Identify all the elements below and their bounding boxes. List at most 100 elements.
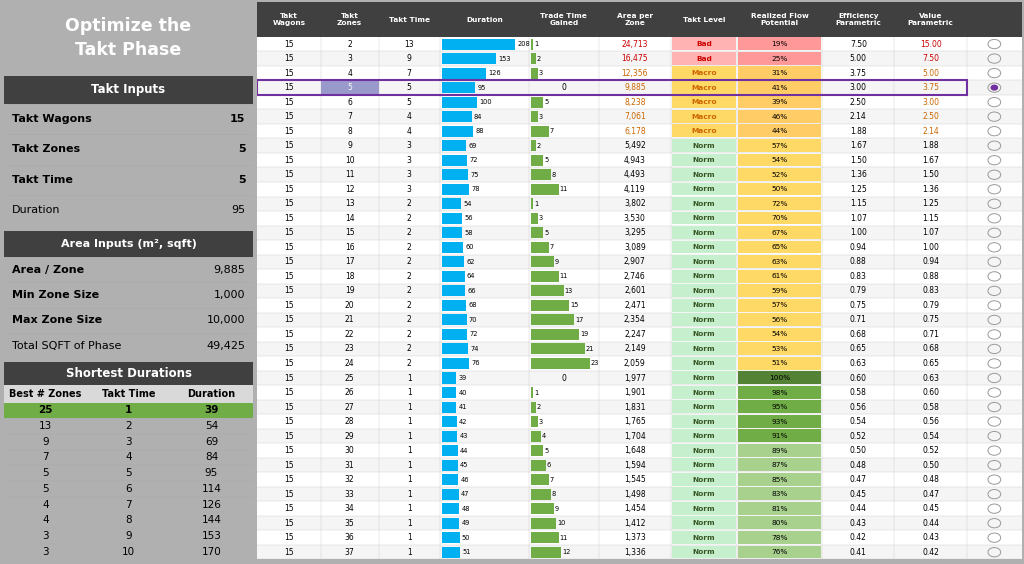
Text: 7: 7: [549, 477, 554, 483]
Text: 0.56: 0.56: [850, 403, 867, 412]
Text: 8: 8: [347, 127, 352, 136]
Text: 1: 1: [407, 403, 412, 412]
Text: Takt
Wagons: Takt Wagons: [272, 13, 305, 26]
Bar: [257, 95, 1022, 109]
Bar: [672, 284, 736, 297]
Text: 36: 36: [345, 533, 354, 542]
Text: 0.83: 0.83: [850, 272, 866, 281]
Bar: [257, 80, 1022, 95]
Text: 48: 48: [461, 506, 470, 512]
Bar: [530, 488, 551, 500]
Text: 24: 24: [345, 359, 354, 368]
Text: 2,746: 2,746: [624, 272, 646, 281]
Bar: [257, 516, 1022, 531]
Bar: [738, 255, 821, 268]
Text: 0.71: 0.71: [850, 315, 866, 324]
Text: 5: 5: [407, 98, 412, 107]
Bar: [672, 52, 736, 65]
Text: 0.65: 0.65: [850, 345, 867, 354]
Text: 15: 15: [284, 548, 294, 557]
Text: 11: 11: [560, 186, 568, 192]
Text: 5: 5: [407, 83, 412, 92]
Text: Norm: Norm: [693, 171, 716, 178]
Text: 2: 2: [407, 257, 412, 266]
Text: 28: 28: [345, 417, 354, 426]
Circle shape: [991, 85, 997, 90]
Text: 1,901: 1,901: [624, 388, 645, 397]
Text: 15: 15: [284, 359, 294, 368]
Bar: [530, 126, 549, 136]
Text: 8: 8: [552, 491, 556, 497]
Text: 15: 15: [284, 475, 294, 484]
Text: 1.00: 1.00: [850, 228, 866, 237]
Text: 5: 5: [544, 157, 549, 163]
Text: 5: 5: [544, 99, 549, 105]
Bar: [672, 81, 736, 94]
Text: 1,765: 1,765: [624, 417, 646, 426]
Bar: [530, 285, 564, 297]
Bar: [672, 255, 736, 268]
Text: 7: 7: [549, 244, 554, 250]
Bar: [442, 372, 456, 384]
Text: Duration: Duration: [11, 205, 60, 215]
Bar: [530, 184, 559, 195]
Text: 66: 66: [468, 288, 476, 294]
Text: Min Zone Size: Min Zone Size: [11, 290, 98, 300]
Text: 41%: 41%: [771, 85, 787, 91]
Text: 1.88: 1.88: [923, 141, 939, 150]
Text: 1.88: 1.88: [850, 127, 866, 136]
Text: Norm: Norm: [693, 375, 716, 381]
Text: 0.45: 0.45: [850, 490, 867, 499]
Text: Takt Time: Takt Time: [11, 175, 73, 185]
Text: 0.68: 0.68: [923, 345, 939, 354]
Text: 59%: 59%: [771, 288, 787, 294]
Text: 4: 4: [542, 433, 546, 439]
Bar: [257, 342, 1022, 356]
Text: 54%: 54%: [772, 332, 787, 337]
Text: 9: 9: [125, 531, 132, 541]
Bar: [530, 256, 554, 267]
Bar: [738, 444, 821, 457]
Text: 1: 1: [125, 406, 132, 416]
Bar: [442, 111, 472, 122]
Bar: [442, 503, 459, 514]
Text: 15: 15: [284, 272, 294, 281]
Text: 1.15: 1.15: [923, 214, 939, 223]
Bar: [672, 212, 736, 224]
Text: Duration: Duration: [187, 389, 236, 399]
Text: 0.52: 0.52: [850, 431, 866, 440]
Text: 2: 2: [407, 228, 412, 237]
Text: 49,425: 49,425: [207, 341, 246, 351]
Text: 2: 2: [407, 243, 412, 252]
Text: 15: 15: [284, 141, 294, 150]
Text: 23: 23: [345, 345, 354, 354]
Bar: [442, 271, 465, 282]
Text: 15: 15: [284, 185, 294, 194]
Bar: [257, 356, 1022, 371]
Text: Best # Zones: Best # Zones: [9, 389, 82, 399]
Text: 15: 15: [284, 446, 294, 455]
Text: 3: 3: [407, 141, 412, 150]
Bar: [4, 231, 253, 257]
Text: 75: 75: [471, 171, 479, 178]
Text: 18: 18: [345, 272, 354, 281]
Text: 6: 6: [547, 462, 551, 468]
Text: 2.14: 2.14: [850, 112, 866, 121]
Text: 4: 4: [407, 112, 412, 121]
Text: 0.50: 0.50: [850, 446, 867, 455]
Bar: [530, 38, 534, 50]
Text: 1: 1: [407, 431, 412, 440]
Bar: [530, 387, 534, 398]
Bar: [738, 110, 821, 123]
Bar: [738, 487, 821, 500]
Text: 3,530: 3,530: [624, 214, 646, 223]
Text: 9: 9: [554, 259, 559, 265]
Bar: [530, 242, 549, 253]
Bar: [672, 183, 736, 195]
Text: 93%: 93%: [771, 418, 787, 425]
Text: 56: 56: [464, 215, 472, 221]
Text: 37: 37: [345, 548, 354, 557]
Text: 2: 2: [407, 199, 412, 208]
Bar: [4, 403, 253, 418]
Bar: [257, 211, 1022, 226]
